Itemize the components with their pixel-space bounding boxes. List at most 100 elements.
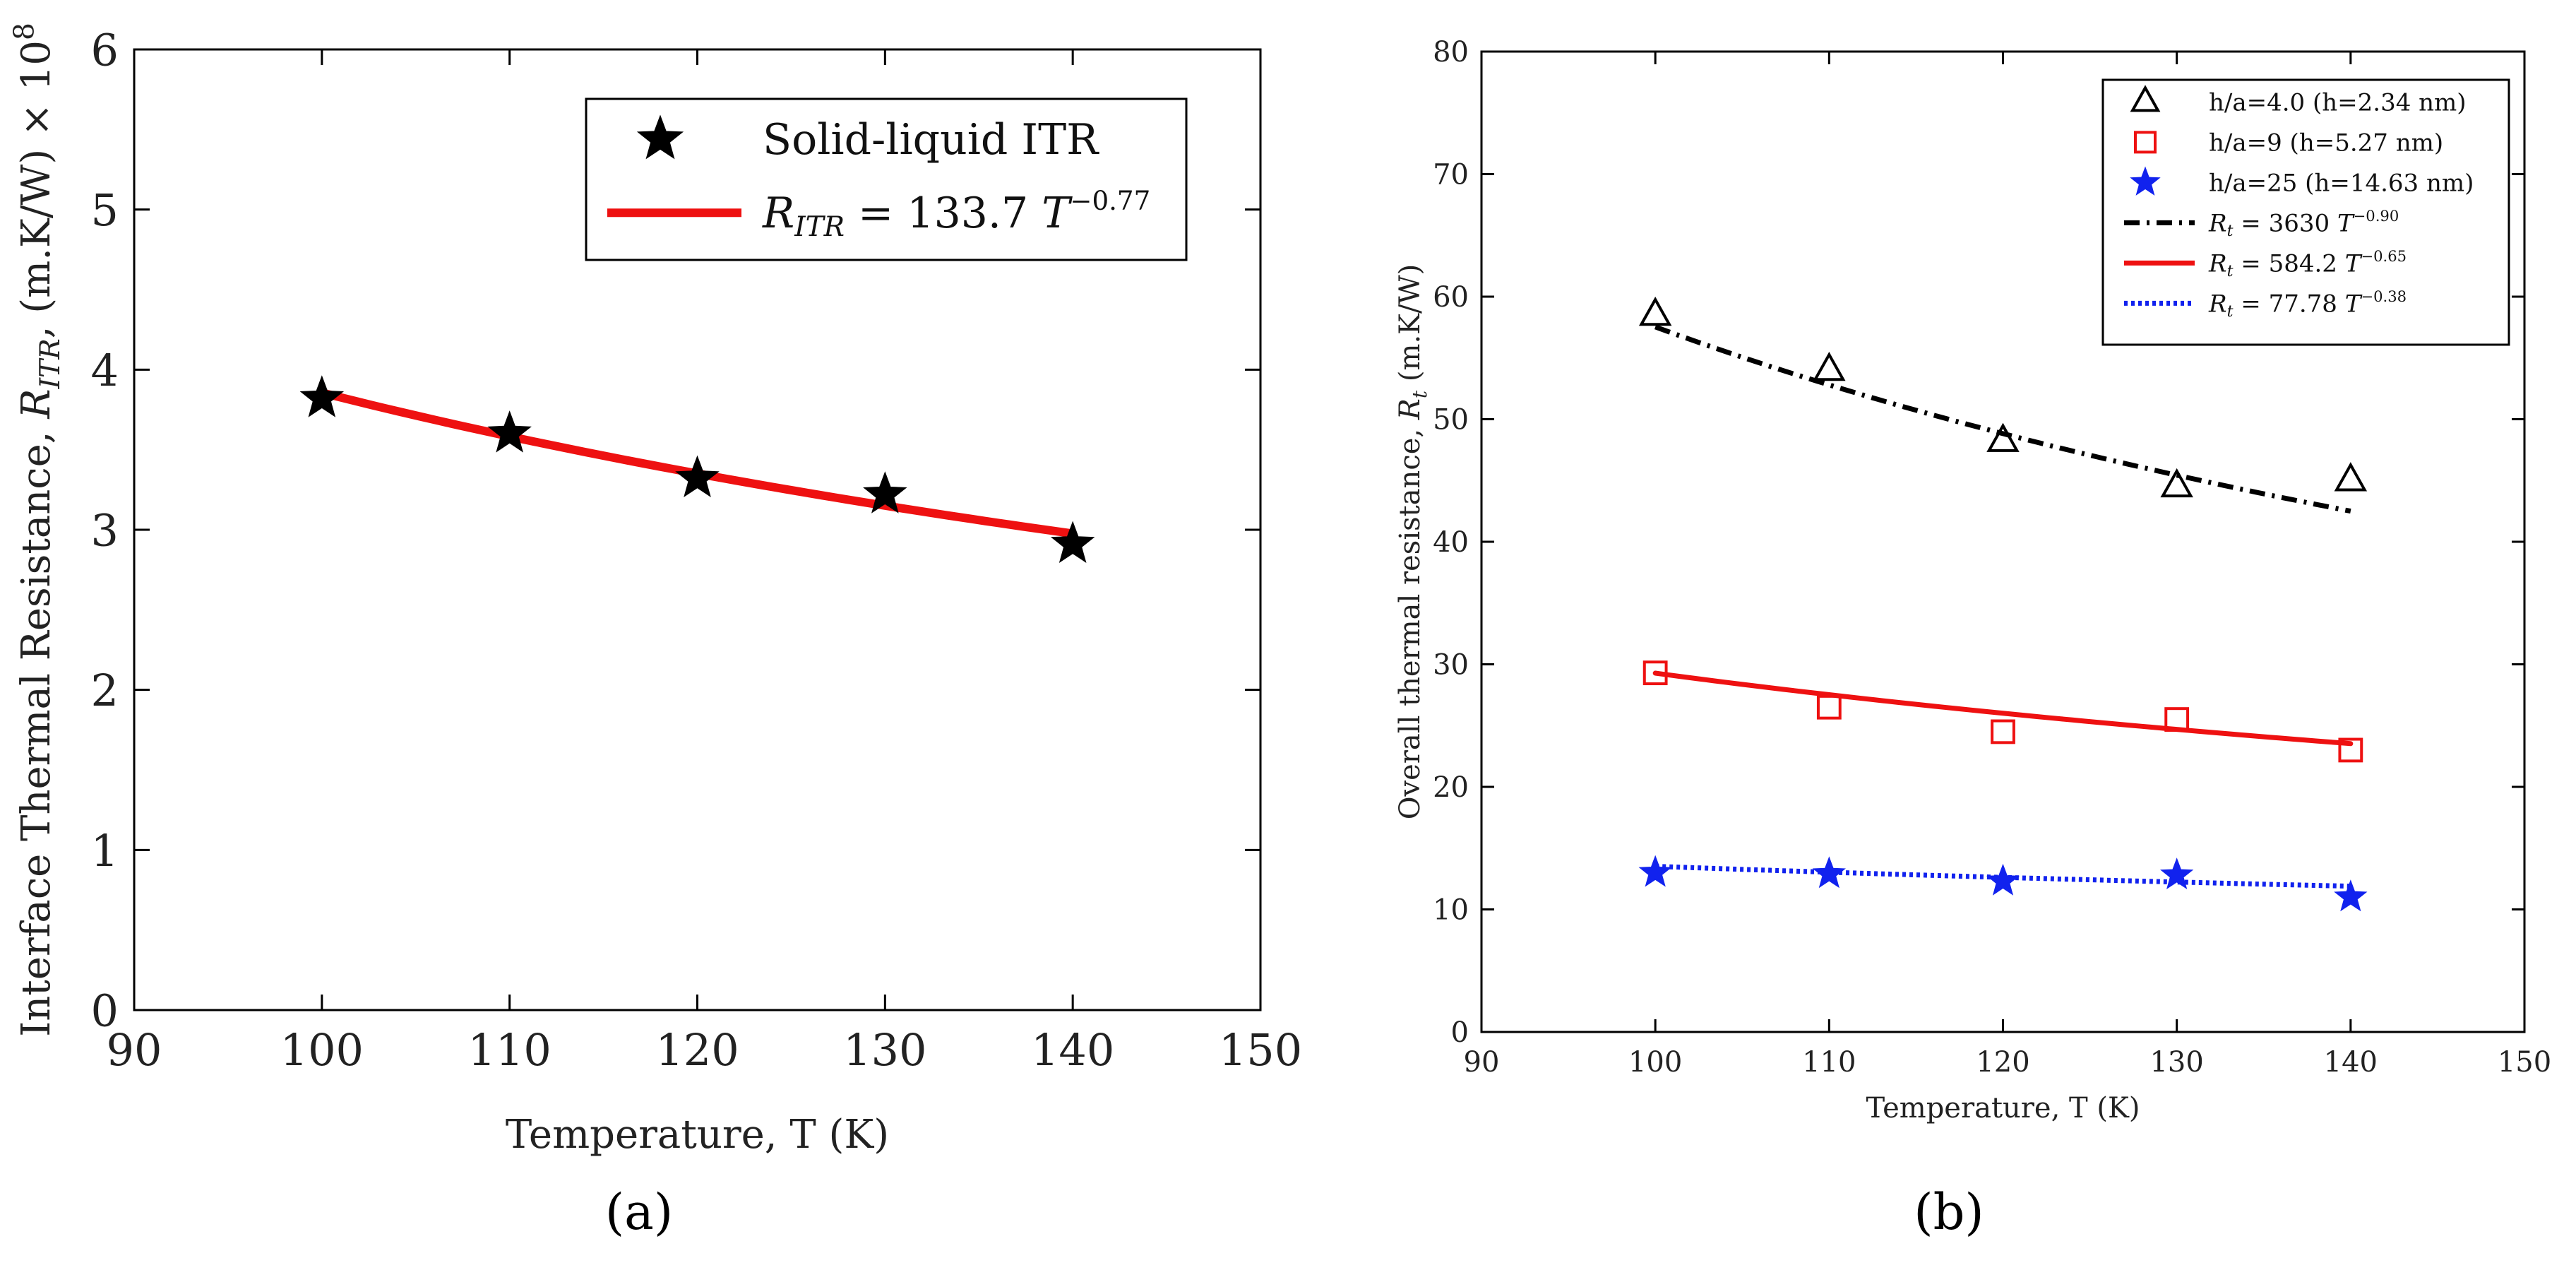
fit-curve-4: [1652, 670, 2354, 747]
y-tick-label: 70: [1433, 159, 1469, 191]
legend-eq: = 77.78: [2234, 290, 2345, 318]
legend-tvar: T: [2345, 249, 2363, 278]
data-point-series-0: [863, 471, 907, 514]
legend-sub: ITR: [794, 211, 845, 243]
y-tick-label: 60: [1433, 281, 1469, 314]
y-tick-label: 3: [91, 505, 119, 557]
legend-exp: −0.90: [2354, 207, 2399, 225]
y-axis-label-text: Interface Thermal Resistance,: [13, 419, 59, 1037]
x-tick-label: 100: [1628, 1046, 1682, 1079]
legend-var: R: [2208, 209, 2227, 237]
legend-label-3: Rt = 3630 T−0.90: [2208, 207, 2399, 240]
y-axis-label-sub: ITR: [35, 338, 66, 389]
legend-label-1: RITR = 133.7 T−0.77: [762, 185, 1150, 243]
legend-exp: −0.38: [2361, 287, 2407, 305]
legend-tvar: T: [2345, 290, 2363, 318]
y-tick-label: 4: [91, 345, 119, 396]
data-point-series-2: [1638, 855, 1672, 887]
x-tick-label: 90: [107, 1024, 162, 1076]
x-tick-label: 120: [655, 1024, 739, 1076]
legend-label-0: h/a=4.0 (h=2.34 nm): [2209, 88, 2467, 117]
legend-frame: [2101, 78, 2510, 346]
legend-var: R: [2208, 290, 2227, 318]
legend-sub: t: [2227, 262, 2234, 280]
x-axis-label: Temperature, T (K): [506, 1112, 889, 1158]
y-tick-label: 30: [1433, 649, 1469, 682]
panel-a-chart: 90 100 110 120 130 140 150 0 1 2 3 4 5 6 Temperature, …: [9, 23, 1303, 1241]
legend-name: h/a=4.0 (h=2.34 nm): [2209, 88, 2467, 117]
x-tick-label: 140: [1031, 1024, 1114, 1076]
legend-name: h/a=25 (h=14.63 nm): [2209, 169, 2474, 197]
legend-marker-0: [2130, 85, 2161, 112]
legend-label-4: Rt = 584.2 T−0.65: [2208, 247, 2407, 280]
data-point-series-1: [2164, 707, 2190, 732]
data-point-series-0: [2160, 468, 2193, 498]
x-tick-label: 100: [280, 1024, 364, 1076]
x-tick-label: 120: [1976, 1046, 2029, 1079]
data-point-series-0: [1986, 422, 2020, 452]
y-axis-label-units: , (m.K/W) × 10: [13, 40, 59, 338]
y-tick-label: 1: [91, 825, 119, 877]
data-point-series-1: [1816, 694, 1842, 720]
legend-marker-0: [636, 114, 684, 160]
legend-eq: = 584.2: [2234, 249, 2345, 278]
legend-eq: = 3630: [2234, 209, 2337, 237]
legend-label-1: h/a=9 (h=5.27 nm): [2209, 129, 2443, 157]
legend-label-0: Solid-liquid ITR: [763, 115, 1099, 165]
x-tick-label: 90: [1464, 1046, 1500, 1079]
legend-var: R: [762, 189, 794, 238]
legend-sub: t: [2227, 302, 2234, 321]
y-axis-label: Interface Thermal Resistance, RITR, (m.K…: [9, 23, 66, 1037]
x-tick-label: 130: [843, 1024, 926, 1076]
data-point-series-0: [2334, 462, 2368, 492]
y-tick-label: 20: [1433, 771, 1469, 804]
legend-marker-2: [2130, 166, 2161, 196]
x-tick-label: 110: [467, 1024, 551, 1076]
y-tick-label: 0: [91, 985, 119, 1037]
y-tick-label: 50: [1433, 404, 1469, 437]
legend-name: Solid-liquid ITR: [763, 115, 1099, 165]
data-point-series-1: [2338, 737, 2363, 763]
data-point-series-2: [1812, 856, 1846, 889]
y-tick-label: 80: [1433, 36, 1469, 69]
y-tick-label: 0: [1451, 1016, 1469, 1049]
data-point-series-2: [1986, 863, 2020, 896]
data-point-series-0: [299, 375, 345, 417]
data-point-series-0: [1050, 521, 1095, 563]
data-point-series-1: [1642, 660, 1668, 686]
panel-b-chart: 90 100 110 120 130 140 150 0 10 20 30 40 50 60 70 80 Tem…: [1394, 36, 2551, 1241]
y-axis-label-sub: t: [1408, 390, 1431, 398]
data-point-series-0: [487, 410, 532, 453]
y-tick-label: 2: [91, 665, 119, 716]
y-axis-label-exp: 8: [9, 23, 41, 40]
data-point-series-0: [1638, 296, 1672, 326]
data-point-series-2: [2160, 857, 2194, 890]
legend-exp: −0.77: [1070, 185, 1150, 216]
y-axis-label-text: Overall thermal resistance,: [1394, 420, 1426, 819]
legend-marker-1: [2134, 131, 2157, 154]
legend: Solid-liquid ITR RITR = 133.7 T−0.77: [585, 97, 1188, 261]
legend-eq: = 133.7: [845, 189, 1042, 238]
y-tick-label: 6: [91, 25, 119, 76]
y-axis-label: Overall thermal resistance, Rt (m.K/W): [1394, 264, 1431, 820]
y-axis-label-var: R: [1394, 398, 1426, 420]
legend-tvar: T: [1042, 189, 1073, 238]
x-tick-label: 150: [1219, 1024, 1302, 1076]
x-axis-label: Temperature, T (K): [1866, 1092, 2140, 1124]
legend-frame: [585, 97, 1188, 261]
x-tick-label: 140: [2324, 1046, 2378, 1079]
legend-exp: −0.65: [2361, 247, 2407, 265]
x-tick-label: 110: [1802, 1046, 1856, 1079]
legend-tvar: T: [2337, 209, 2355, 237]
data-point-series-2: [2334, 879, 2368, 912]
data-point-series-1: [1991, 719, 2015, 744]
data-point-series-0: [1813, 352, 1846, 381]
panel-caption: (b): [1914, 1183, 1984, 1241]
x-tick-label: 130: [2149, 1046, 2203, 1079]
fit-curve-3: [1654, 324, 2351, 514]
legend-label-2: h/a=25 (h=14.63 nm): [2209, 169, 2474, 197]
legend-name: h/a=9 (h=5.27 nm): [2209, 129, 2443, 157]
legend: h/a=4.0 (h=2.34 nm) h/a=9 (h=5.27 nm) h/a=…: [2101, 78, 2510, 346]
y-tick-label: 10: [1433, 894, 1469, 927]
